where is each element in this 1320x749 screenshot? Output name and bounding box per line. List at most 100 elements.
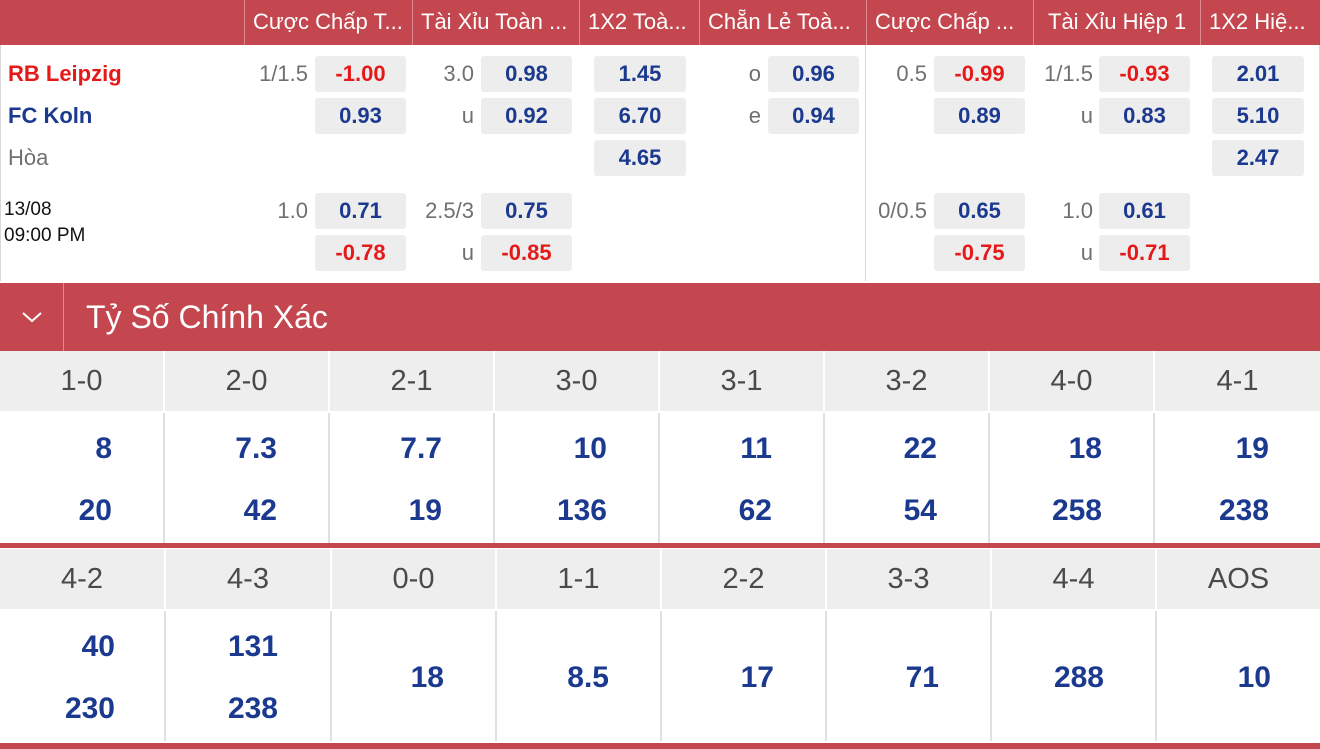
score-label: 4-0 xyxy=(990,351,1155,411)
score-label: 3-0 xyxy=(495,351,660,411)
odds-value[interactable]: 20 xyxy=(78,494,112,527)
hdp-line: 0.5 xyxy=(896,61,927,86)
under-label: u xyxy=(1080,240,1093,265)
odds-value[interactable]: 230 xyxy=(64,692,115,725)
column-ft-odd-even[interactable]: Chẵn Lẻ Toà... xyxy=(699,0,866,45)
odds-cell[interactable]: 0.92 xyxy=(481,98,572,134)
odds-cell[interactable]: -1.00 xyxy=(315,56,406,92)
odds-value[interactable]: 238 xyxy=(227,692,278,725)
hdp-line: 1/1.5 xyxy=(259,61,308,86)
odds-value[interactable]: 54 xyxy=(903,494,937,527)
chevron-down-icon xyxy=(22,312,42,323)
odds-cell[interactable]: 0.61 xyxy=(1099,193,1190,229)
odds-value[interactable]: 8.5 xyxy=(567,661,609,694)
score-label: 4-4 xyxy=(992,549,1157,609)
odds-cell[interactable]: 0.75 xyxy=(481,193,572,229)
row-separator xyxy=(0,543,1320,548)
odds-cell[interactable]: -0.99 xyxy=(934,56,1025,92)
score-odds-cell[interactable]: 10 136 xyxy=(495,413,660,543)
match-date: 13/08 xyxy=(4,199,52,220)
odds-value[interactable]: 7.3 xyxy=(235,432,277,465)
score-odds-cell[interactable]: 10 xyxy=(1157,611,1320,741)
score-label: 4-3 xyxy=(166,549,332,609)
score-odds-cell[interactable]: 40 230 xyxy=(0,611,166,741)
odds-cell[interactable]: 4.65 xyxy=(594,140,686,176)
odds-cell[interactable]: 0.94 xyxy=(768,98,859,134)
score-odds-cell[interactable]: 7.7 19 xyxy=(330,413,495,543)
score-odds-cell[interactable]: 18 xyxy=(332,611,497,741)
ou-line: 3.0 xyxy=(443,61,474,86)
score-odds-cell[interactable]: 288 xyxy=(992,611,1157,741)
score-label: 2-1 xyxy=(330,351,495,411)
odds-value[interactable]: 18 xyxy=(410,661,444,694)
row-separator xyxy=(0,743,1320,749)
score-odds-cell[interactable]: 19 238 xyxy=(1155,413,1320,543)
odds-value[interactable]: 19 xyxy=(408,494,442,527)
score-odds-cell[interactable]: 11 62 xyxy=(660,413,825,543)
score-odds-cell[interactable]: 18 258 xyxy=(990,413,1155,543)
odds-value[interactable]: 62 xyxy=(738,494,772,527)
odds-cell[interactable]: 5.10 xyxy=(1212,98,1304,134)
score-odds-cell[interactable]: 131 238 xyxy=(166,611,332,741)
odds-cell[interactable]: -0.75 xyxy=(934,235,1025,271)
odds-cell[interactable]: 0.71 xyxy=(315,193,406,229)
collapse-toggle[interactable] xyxy=(0,283,64,351)
odds-value[interactable]: 288 xyxy=(1053,661,1104,694)
exact-score-header[interactable]: Tỷ Số Chính Xác xyxy=(0,283,1320,351)
match-time: 09:00 PM xyxy=(4,225,86,246)
odds-cell[interactable]: -0.71 xyxy=(1099,235,1190,271)
odds-cell[interactable]: -0.85 xyxy=(481,235,572,271)
odds-cell[interactable]: 0.96 xyxy=(768,56,859,92)
odds-cell[interactable]: -0.78 xyxy=(315,235,406,271)
column-ft-handicap[interactable]: Cược Chấp T... xyxy=(244,0,412,45)
odd-label: o xyxy=(748,61,761,86)
odds-value[interactable]: 10 xyxy=(573,432,607,465)
odds-value[interactable]: 258 xyxy=(1051,494,1102,527)
odds-value[interactable]: 71 xyxy=(905,661,939,694)
score-odds-cell[interactable]: 71 xyxy=(827,611,992,741)
score-label: 2-0 xyxy=(165,351,330,411)
odds-cell[interactable]: 2.01 xyxy=(1212,56,1304,92)
odds-value[interactable]: 18 xyxy=(1068,432,1102,465)
draw-label: Hòa xyxy=(8,145,49,170)
odds-value[interactable]: 11 xyxy=(740,432,772,465)
score-odds-cell[interactable]: 8.5 xyxy=(497,611,662,741)
under-label: u xyxy=(461,103,474,128)
column-ft-over-under[interactable]: Tài Xỉu Toàn ... xyxy=(412,0,579,45)
odds-value[interactable]: 17 xyxy=(740,661,774,694)
odds-value[interactable]: 42 xyxy=(243,494,277,527)
score-odds-cell[interactable]: 7.3 42 xyxy=(165,413,330,543)
odds-cell[interactable]: 0.93 xyxy=(315,98,406,134)
score-odds-cell[interactable]: 17 xyxy=(662,611,827,741)
score-odds-cell[interactable]: 8 20 xyxy=(0,413,165,543)
column-h1-over-under[interactable]: Tài Xỉu Hiệp 1 xyxy=(1033,0,1200,45)
odds-value[interactable]: 8 xyxy=(95,432,112,465)
odds-value[interactable]: 136 xyxy=(556,494,607,527)
odds-value[interactable]: 40 xyxy=(81,630,115,663)
odds-value[interactable]: 131 xyxy=(227,630,278,663)
odds-cell[interactable]: 6.70 xyxy=(594,98,686,134)
odds-value[interactable]: 22 xyxy=(903,432,937,465)
odds-value[interactable]: 7.7 xyxy=(400,432,442,465)
odds-cell[interactable]: 2.47 xyxy=(1212,140,1304,176)
odds-cell[interactable]: 0.89 xyxy=(934,98,1025,134)
score-label: 0-0 xyxy=(332,549,497,609)
odds-cell[interactable]: -0.93 xyxy=(1099,56,1190,92)
odds-value[interactable]: 19 xyxy=(1235,432,1269,465)
away-team-name: FC Koln xyxy=(8,103,93,128)
left-border xyxy=(0,45,1,281)
odds-cell[interactable]: 1.45 xyxy=(594,56,686,92)
column-ft-1x2[interactable]: 1X2 Toà... xyxy=(579,0,699,45)
odds-cell[interactable]: 0.83 xyxy=(1099,98,1190,134)
hdp-line: 1.0 xyxy=(277,198,308,223)
odds-value[interactable]: 238 xyxy=(1218,494,1269,527)
odds-value[interactable]: 10 xyxy=(1237,661,1271,694)
odds-cell[interactable]: 0.98 xyxy=(481,56,572,92)
column-h1-1x2[interactable]: 1X2 Hiệ... xyxy=(1200,0,1320,45)
ou-line: 1.0 xyxy=(1062,198,1093,223)
score-odds-cell[interactable]: 22 54 xyxy=(825,413,990,543)
hdp-line: 0/0.5 xyxy=(878,198,927,223)
odds-cell[interactable]: 0.65 xyxy=(934,193,1025,229)
column-h1-handicap[interactable]: Cược Chấp ... xyxy=(866,0,1033,45)
score-label: 3-2 xyxy=(825,351,990,411)
